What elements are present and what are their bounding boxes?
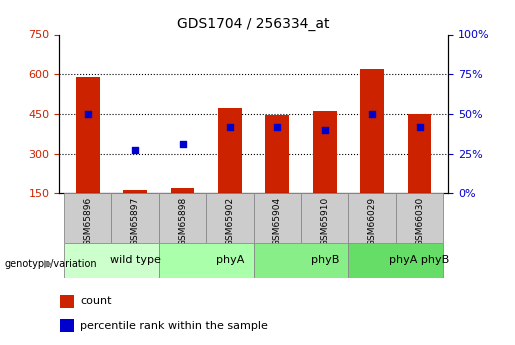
Point <box>416 124 424 129</box>
Text: GSM65902: GSM65902 <box>226 197 234 246</box>
Bar <box>64 193 111 243</box>
Bar <box>313 111 337 193</box>
Text: phyA: phyA <box>216 256 244 265</box>
Bar <box>253 243 349 278</box>
Text: count: count <box>80 296 112 306</box>
Point <box>273 124 282 129</box>
Text: genotype/variation: genotype/variation <box>4 259 97 269</box>
Point <box>321 127 329 132</box>
Text: phyB: phyB <box>311 256 339 265</box>
Bar <box>266 115 289 193</box>
Bar <box>360 69 384 193</box>
Text: GSM65898: GSM65898 <box>178 197 187 246</box>
Point <box>131 148 139 153</box>
Bar <box>159 193 206 243</box>
Text: GSM66030: GSM66030 <box>415 197 424 246</box>
Bar <box>64 243 159 278</box>
Text: GSM65897: GSM65897 <box>131 197 140 246</box>
Text: phyA phyB: phyA phyB <box>389 256 450 265</box>
Text: GSM65896: GSM65896 <box>83 197 92 246</box>
Title: GDS1704 / 256334_at: GDS1704 / 256334_at <box>177 17 330 31</box>
Bar <box>253 193 301 243</box>
Text: GSM65904: GSM65904 <box>273 197 282 246</box>
Point <box>83 111 92 117</box>
Text: GSM65910: GSM65910 <box>320 197 329 246</box>
Bar <box>76 77 99 193</box>
Bar <box>206 193 254 243</box>
Bar <box>60 295 74 308</box>
Bar <box>170 188 194 193</box>
Bar <box>349 193 396 243</box>
Text: wild type: wild type <box>110 256 161 265</box>
Bar <box>111 193 159 243</box>
Point <box>226 124 234 129</box>
Bar <box>159 243 253 278</box>
Point <box>178 141 186 147</box>
Bar <box>396 193 443 243</box>
Text: GSM66029: GSM66029 <box>368 197 376 246</box>
Bar <box>123 190 147 193</box>
Bar <box>301 193 349 243</box>
Bar <box>60 319 74 332</box>
Point <box>368 111 376 117</box>
Bar <box>408 114 432 193</box>
Bar <box>349 243 443 278</box>
Text: percentile rank within the sample: percentile rank within the sample <box>80 321 268 331</box>
Text: ▶: ▶ <box>44 259 52 269</box>
Bar <box>218 108 242 193</box>
